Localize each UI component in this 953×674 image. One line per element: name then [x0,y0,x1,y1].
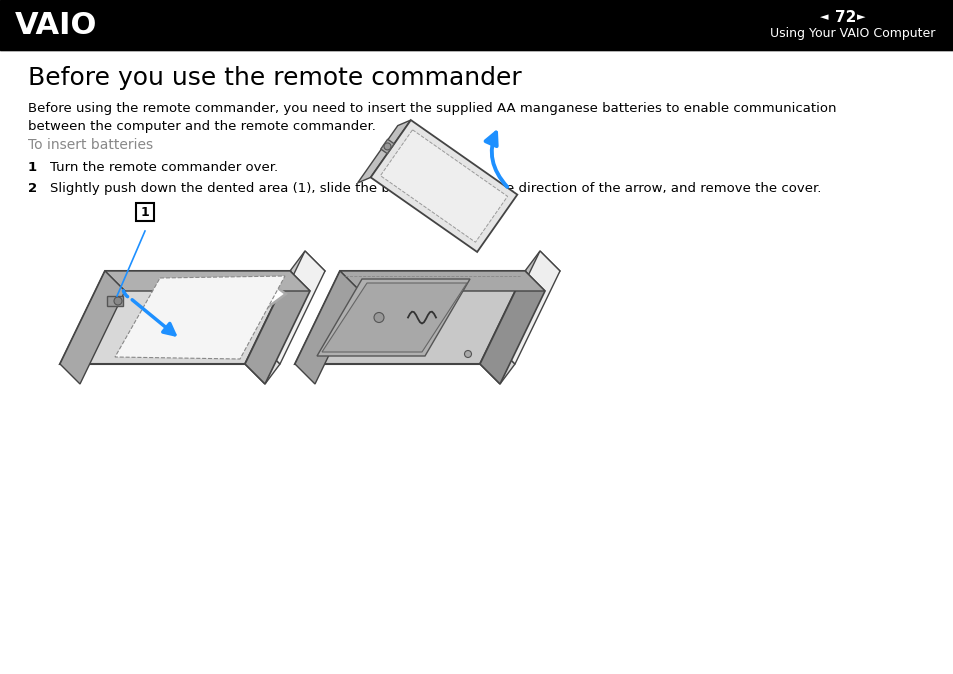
Polygon shape [107,296,123,306]
Polygon shape [495,251,559,364]
Text: Slightly push down the dented area (1), slide the battery cover in the direction: Slightly push down the dented area (1), … [50,182,821,195]
Text: 2: 2 [28,182,37,195]
FancyBboxPatch shape [136,203,153,221]
Polygon shape [322,283,467,352]
Polygon shape [60,271,290,364]
Polygon shape [105,271,310,291]
Polygon shape [245,271,310,384]
Polygon shape [380,140,394,154]
Text: Before using the remote commander, you need to insert the supplied AA manganese : Before using the remote commander, you n… [28,102,836,133]
Polygon shape [524,251,559,291]
Polygon shape [380,130,507,242]
Polygon shape [479,271,544,384]
Polygon shape [371,120,517,252]
Text: To insert batteries: To insert batteries [28,138,153,152]
Circle shape [464,350,471,357]
Polygon shape [339,271,544,291]
Polygon shape [60,271,125,384]
Text: ►: ► [856,13,864,22]
Polygon shape [245,344,280,384]
Text: Using Your VAIO Computer: Using Your VAIO Computer [769,28,934,40]
Text: ◄: ◄ [820,13,827,22]
Polygon shape [357,120,411,183]
Circle shape [113,297,122,305]
Text: VAIO: VAIO [15,11,97,40]
Polygon shape [294,271,359,384]
Text: 1: 1 [28,161,37,174]
Text: Turn the remote commander over.: Turn the remote commander over. [50,161,278,174]
Polygon shape [248,280,286,308]
Text: 1: 1 [140,206,150,218]
Polygon shape [290,251,325,291]
Circle shape [383,143,391,150]
Polygon shape [294,271,524,364]
Text: Before you use the remote commander: Before you use the remote commander [28,66,521,90]
Circle shape [374,313,384,322]
Polygon shape [316,279,470,356]
Polygon shape [479,344,515,384]
Bar [0,0,953,50]
Text: 72: 72 [834,10,856,25]
Polygon shape [260,251,325,364]
Polygon shape [115,276,285,359]
